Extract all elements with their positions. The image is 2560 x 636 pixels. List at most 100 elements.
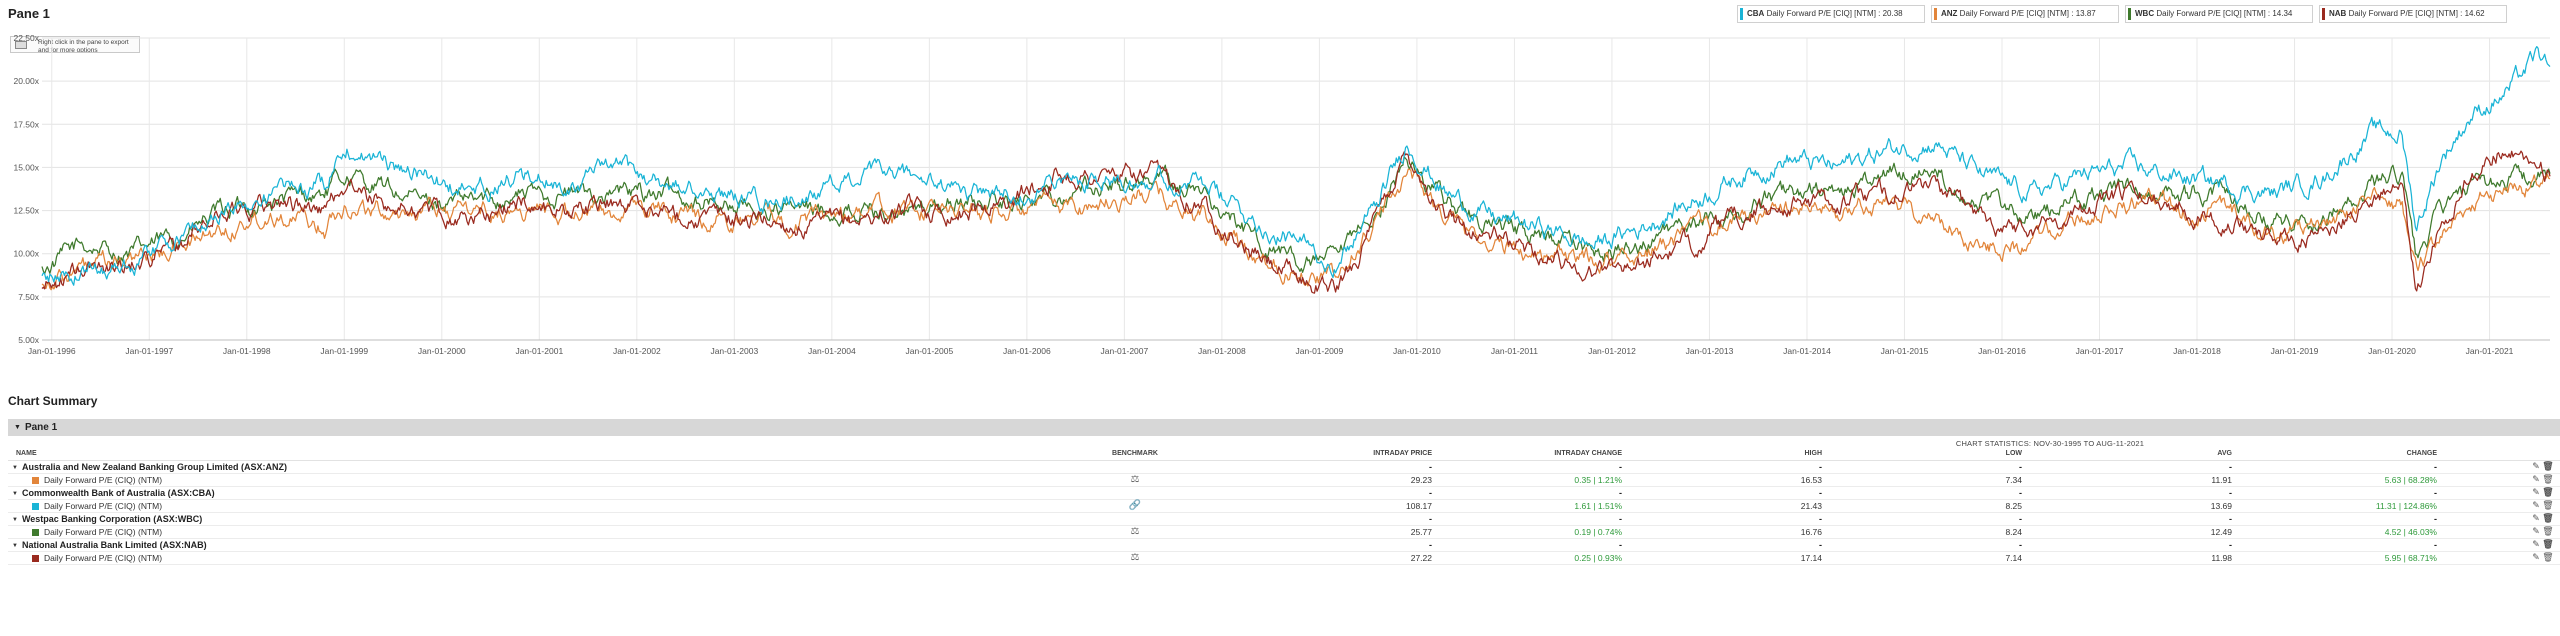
intraday-change-cell: - — [1438, 512, 1628, 526]
context-hint[interactable]: Right click in the pane to export and fo… — [10, 36, 140, 53]
intraday-change-cell: 0.19 | 0.74% — [1438, 525, 1628, 539]
legend-item-wbc[interactable]: WBC Daily Forward P/E [CIQ] [NTM] : 14.3… — [2125, 5, 2313, 23]
edit-icon[interactable]: ✎ — [2532, 539, 2540, 549]
edit-icon[interactable]: ✎ — [2532, 474, 2540, 484]
series-label: Daily Forward P/E (CIQ) (NTM) — [44, 500, 163, 511]
x-tick-label: Jan-01-2014 — [1783, 346, 1831, 356]
series-line-cba — [41, 45, 2551, 286]
trash-icon[interactable]: 🗑 — [2542, 461, 2554, 471]
intraday-price-cell: 27.22 — [1188, 551, 1438, 565]
x-tick-label: Jan-01-2020 — [2368, 346, 2416, 356]
series-name-cell: Daily Forward P/E (CIQ) (NTM) — [8, 525, 1088, 539]
low-cell: - — [1828, 512, 2028, 526]
series-line-wbc — [41, 156, 2551, 275]
x-tick-label: Jan-01-1999 — [320, 346, 368, 356]
company-name-cell[interactable]: ▼ Australia and New Zealand Banking Group… — [8, 460, 1088, 474]
series-row[interactable]: Daily Forward P/E (CIQ) (NTM) 🔗 108.17 1.61… — [8, 499, 2560, 513]
intraday-price-cell: 29.23 — [1188, 473, 1438, 487]
pane-collapse-bar[interactable]: ▼ Pane 1 — [8, 419, 2560, 436]
company-row[interactable]: ▼ Australia and New Zealand Banking Group… — [8, 460, 2560, 474]
trash-icon[interactable]: 🗑 — [2542, 552, 2554, 562]
benchmark-cell — [1088, 512, 1188, 526]
low-cell: - — [1828, 460, 2028, 474]
series-color-swatch — [32, 528, 39, 536]
edit-icon[interactable]: ✎ — [2532, 526, 2540, 536]
scale-icon[interactable]: ⚖ — [1130, 552, 1140, 563]
x-tick-label: Jan-01-2006 — [1003, 346, 1051, 356]
caret-down-icon[interactable]: ▼ — [12, 542, 18, 549]
x-tick-label: Jan-01-2002 — [613, 346, 661, 356]
series-label: Daily Forward P/E (CIQ) (NTM) — [44, 526, 163, 537]
legend-label: Daily Forward P/E [CIQ] [NTM] : 20.38 — [1764, 9, 1903, 18]
scale-icon[interactable]: ⚖ — [1130, 526, 1140, 537]
avg-cell: 11.91 — [2028, 473, 2238, 487]
avg-cell: 13.69 — [2028, 499, 2238, 513]
series-color-swatch — [32, 502, 39, 510]
edit-icon[interactable]: ✎ — [2532, 500, 2540, 510]
high-cell: 17.14 — [1628, 551, 1828, 565]
series-row[interactable]: Daily Forward P/E (CIQ) (NTM) ⚖ 27.22 0.25 … — [8, 551, 2560, 565]
legend-item-cba[interactable]: CBA Daily Forward P/E [CIQ] [NTM] : 20.3… — [1737, 5, 1925, 23]
x-tick-label: Jan-01-2019 — [2271, 346, 2319, 356]
x-tick-label: Jan-01-2018 — [2173, 346, 2221, 356]
change-cell: 11.31 | 124.86% — [2238, 499, 2443, 513]
chart-summary-title: Chart Summary — [8, 394, 98, 408]
trash-icon[interactable]: 🗑 — [2542, 526, 2554, 536]
summary-table: NAME BENCHMARK INTRADAY PRICE INTRADAY C… — [8, 448, 2560, 565]
low-cell: 7.34 — [1828, 473, 2028, 487]
company-row[interactable]: ▼ National Australia Bank Limited (ASX:NA… — [8, 538, 2560, 552]
intraday-price-cell: - — [1188, 512, 1438, 526]
link-icon[interactable]: 🔗 — [1128, 500, 1142, 511]
col-change: CHANGE — [2238, 448, 2443, 461]
series-line-nab — [41, 150, 2551, 294]
pe-line-chart[interactable]: 5.00x 7.50x 10.00x 12.50x 15.00x 17.50x 20.00x… — [0, 30, 2560, 375]
intraday-price-cell: - — [1188, 538, 1438, 552]
trash-icon[interactable]: 🗑 — [2542, 539, 2554, 549]
company-name: Westpac Banking Corporation (ASX:WBC) — [21, 513, 203, 524]
legend-ticker: NAB — [2329, 9, 2347, 18]
legend-item-anz[interactable]: ANZ Daily Forward P/E [CIQ] [NTM] : 13.8… — [1931, 5, 2119, 23]
avg-cell: 11.98 — [2028, 551, 2238, 565]
change-cell: - — [2238, 486, 2443, 500]
company-name-cell[interactable]: ▼ Commonwealth Bank of Australia (ASX:CBA… — [8, 486, 1088, 500]
edit-icon[interactable]: ✎ — [2532, 461, 2540, 471]
series-color-swatch — [32, 476, 39, 484]
intraday-change-cell: 0.35 | 1.21% — [1438, 473, 1628, 487]
company-name: Australia and New Zealand Banking Group … — [21, 461, 287, 472]
company-row[interactable]: ▼ Westpac Banking Corporation (ASX:WBC) - -… — [8, 512, 2560, 526]
col-intraday-price: INTRADAY PRICE — [1188, 448, 1438, 461]
avg-cell: - — [2028, 538, 2238, 552]
edit-icon[interactable]: ✎ — [2532, 513, 2540, 523]
benchmark-cell — [1088, 538, 1188, 552]
col-name: NAME — [8, 448, 1088, 461]
company-name-cell[interactable]: ▼ National Australia Bank Limited (ASX:NA… — [8, 538, 1088, 552]
series-row[interactable]: Daily Forward P/E (CIQ) (NTM) ⚖ 25.77 0.19 … — [8, 525, 2560, 539]
legend-swatch — [2128, 8, 2131, 20]
x-tick-label: Jan-01-2000 — [418, 346, 466, 356]
caret-down-icon[interactable]: ▼ — [12, 464, 18, 471]
scale-icon[interactable]: ⚖ — [1130, 474, 1140, 485]
col-actions — [2443, 448, 2560, 461]
edit-icon[interactable]: ✎ — [2532, 487, 2540, 497]
avg-cell: - — [2028, 512, 2238, 526]
company-name-cell[interactable]: ▼ Westpac Banking Corporation (ASX:WBC) — [8, 512, 1088, 526]
edit-icon[interactable]: ✎ — [2532, 552, 2540, 562]
caret-down-icon[interactable]: ▼ — [12, 516, 18, 523]
col-low: LOW — [1828, 448, 2028, 461]
x-tick-label: Jan-01-2010 — [1393, 346, 1441, 356]
trash-icon[interactable]: 🗑 — [2542, 513, 2554, 523]
trash-icon[interactable]: 🗑 — [2542, 487, 2554, 497]
series-color-swatch — [32, 554, 39, 562]
series-name-cell: Daily Forward P/E (CIQ) (NTM) — [8, 499, 1088, 513]
low-cell: 8.25 — [1828, 499, 2028, 513]
series-row[interactable]: Daily Forward P/E (CIQ) (NTM) ⚖ 29.23 0.35 … — [8, 473, 2560, 487]
x-tick-label: Jan-01-2012 — [1588, 346, 1636, 356]
caret-down-icon[interactable]: ▼ — [12, 490, 18, 497]
low-cell: 7.14 — [1828, 551, 2028, 565]
trash-icon[interactable]: 🗑 — [2542, 474, 2554, 484]
legend-item-nab[interactable]: NAB Daily Forward P/E [CIQ] [NTM] : 14.6… — [2319, 5, 2507, 23]
pane-bar-label: Pane 1 — [24, 422, 58, 433]
trash-icon[interactable]: 🗑 — [2542, 500, 2554, 510]
company-row[interactable]: ▼ Commonwealth Bank of Australia (ASX:CBA… — [8, 486, 2560, 500]
series-label: Daily Forward P/E (CIQ) (NTM) — [44, 474, 163, 485]
